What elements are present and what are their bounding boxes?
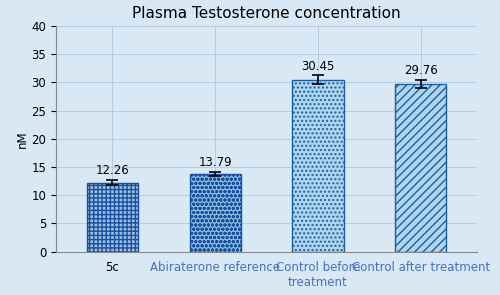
Bar	[292, 80, 344, 252]
Text: 13.79: 13.79	[198, 156, 232, 169]
Y-axis label: nM: nM	[16, 130, 28, 148]
Text: 12.26: 12.26	[96, 164, 130, 177]
Bar	[190, 174, 241, 252]
Bar	[87, 183, 138, 252]
Bar	[395, 84, 446, 252]
Text: 30.45: 30.45	[302, 60, 334, 73]
Title: Plasma Testosterone concentration: Plasma Testosterone concentration	[132, 6, 401, 21]
Text: 29.76: 29.76	[404, 65, 438, 78]
